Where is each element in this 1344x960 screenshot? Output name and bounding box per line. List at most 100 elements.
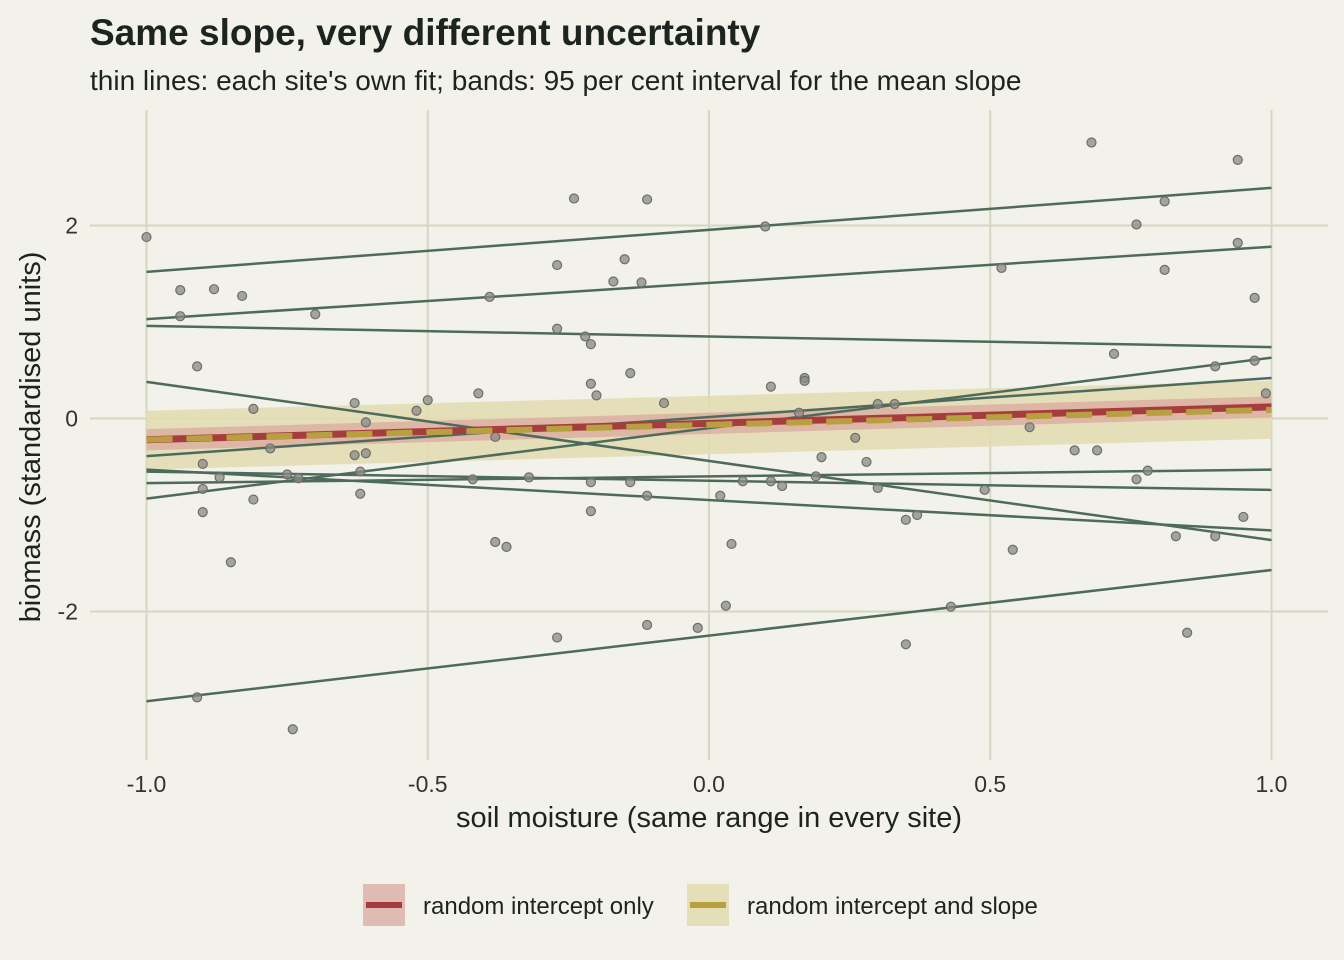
data-point-41: [585, 378, 596, 389]
data-point-17: [225, 557, 236, 568]
site-fit-line-5: [146, 376, 1272, 458]
data-point-60: [765, 381, 776, 392]
site-fit-line-10: [146, 568, 1272, 703]
data-point-37: [552, 259, 563, 271]
data-point-53: [642, 619, 653, 631]
data-point-62: [777, 480, 788, 492]
data-point-25: [355, 488, 366, 499]
site-fit-line-1: [146, 186, 1272, 274]
data-point-38: [552, 323, 563, 334]
mean-slope-lines: [146, 403, 1272, 444]
data-point-6: [192, 361, 203, 372]
data-point-10: [214, 472, 225, 483]
data-point-69: [861, 456, 872, 468]
data-point-12: [197, 507, 208, 518]
data-point-23: [355, 466, 366, 477]
data-point-19: [287, 724, 298, 735]
data-point-29: [484, 291, 495, 303]
data-point-14: [265, 443, 276, 454]
data-point-49: [625, 477, 636, 488]
data-point-8: [248, 403, 259, 414]
y-tick-label: 0: [65, 406, 78, 432]
y-tick-label: -2: [58, 599, 78, 625]
data-point-89: [1159, 264, 1170, 275]
data-point-84: [1108, 348, 1120, 359]
data-point-31: [467, 474, 478, 485]
data-point-27: [422, 395, 433, 406]
chart-subtitle: thin lines: each site's own fit; bands: …: [90, 65, 1021, 96]
data-point-46: [636, 277, 647, 288]
legend: random intercept only random intercept a…: [363, 884, 1038, 926]
data-point-21: [360, 417, 371, 428]
data-point-83: [1092, 445, 1103, 456]
data-point-82: [1086, 137, 1097, 148]
data-point-24: [360, 448, 371, 459]
data-point-72: [889, 398, 900, 410]
legend-item-random-intercept: random intercept only: [363, 884, 654, 926]
data-point-39: [580, 331, 591, 342]
data-point-88: [1159, 196, 1170, 207]
data-point-11: [197, 483, 208, 495]
site-fit-line-4: [146, 380, 1272, 542]
data-point-51: [585, 506, 596, 517]
data-point-5: [237, 290, 248, 302]
data-point-45: [625, 368, 636, 379]
data-point-33: [490, 536, 501, 548]
data-point-36: [568, 193, 580, 204]
data-point-71: [872, 482, 883, 494]
data-points: [141, 137, 1271, 735]
data-point-78: [996, 262, 1007, 274]
data-point-48: [642, 490, 653, 501]
data-point-55: [715, 490, 726, 501]
legend-label-random-intercept: random intercept only: [423, 893, 654, 920]
data-point-26: [411, 405, 422, 416]
data-point-44: [619, 254, 630, 265]
data-point-79: [1007, 544, 1018, 555]
data-point-95: [1232, 237, 1243, 248]
y-axis-title: biomass (standardised units): [15, 252, 47, 623]
data-point-94: [1232, 154, 1243, 165]
data-point-96: [1238, 511, 1249, 523]
x-axis-title: soil moisture (same range in every site): [456, 802, 962, 834]
data-point-18: [192, 692, 203, 703]
data-point-3: [175, 311, 186, 322]
x-tick-label: 0.0: [693, 771, 725, 797]
data-point-80: [1024, 422, 1035, 433]
data-point-61: [765, 476, 776, 487]
y-tick-label: 2: [65, 213, 78, 239]
data-point-47: [642, 194, 653, 205]
x-tick-label: 0.5: [974, 771, 1006, 797]
data-point-13: [248, 494, 259, 505]
data-point-20: [349, 397, 360, 409]
data-point-35: [552, 632, 563, 643]
data-point-86: [1131, 474, 1142, 485]
data-point-15: [282, 469, 293, 480]
data-point-43: [608, 276, 619, 287]
data-point-74: [912, 509, 923, 521]
data-point-40: [585, 339, 596, 350]
site-fit-lines: [146, 186, 1272, 703]
data-point-76: [945, 601, 956, 612]
data-point-97: [1249, 292, 1260, 303]
data-point-34: [501, 541, 512, 552]
data-point-98: [1249, 355, 1260, 366]
site-fit-line-9: [146, 468, 1272, 485]
x-tick-label: 1.0: [1256, 771, 1288, 797]
data-point-81: [1069, 445, 1080, 456]
data-point-63: [793, 407, 805, 418]
data-point-73: [900, 514, 911, 525]
data-point-7: [310, 309, 321, 320]
data-point-65: [799, 375, 810, 386]
data-point-16: [293, 473, 304, 484]
data-point-50: [585, 477, 596, 488]
data-point-99: [1260, 388, 1271, 399]
data-point-9: [197, 458, 208, 469]
data-point-42: [591, 390, 602, 401]
data-point-58: [737, 476, 748, 487]
data-point-56: [720, 600, 731, 611]
data-point-32: [523, 472, 535, 483]
x-tick-label: -1.0: [127, 771, 167, 797]
data-point-70: [872, 398, 883, 410]
data-point-87: [1142, 465, 1153, 476]
